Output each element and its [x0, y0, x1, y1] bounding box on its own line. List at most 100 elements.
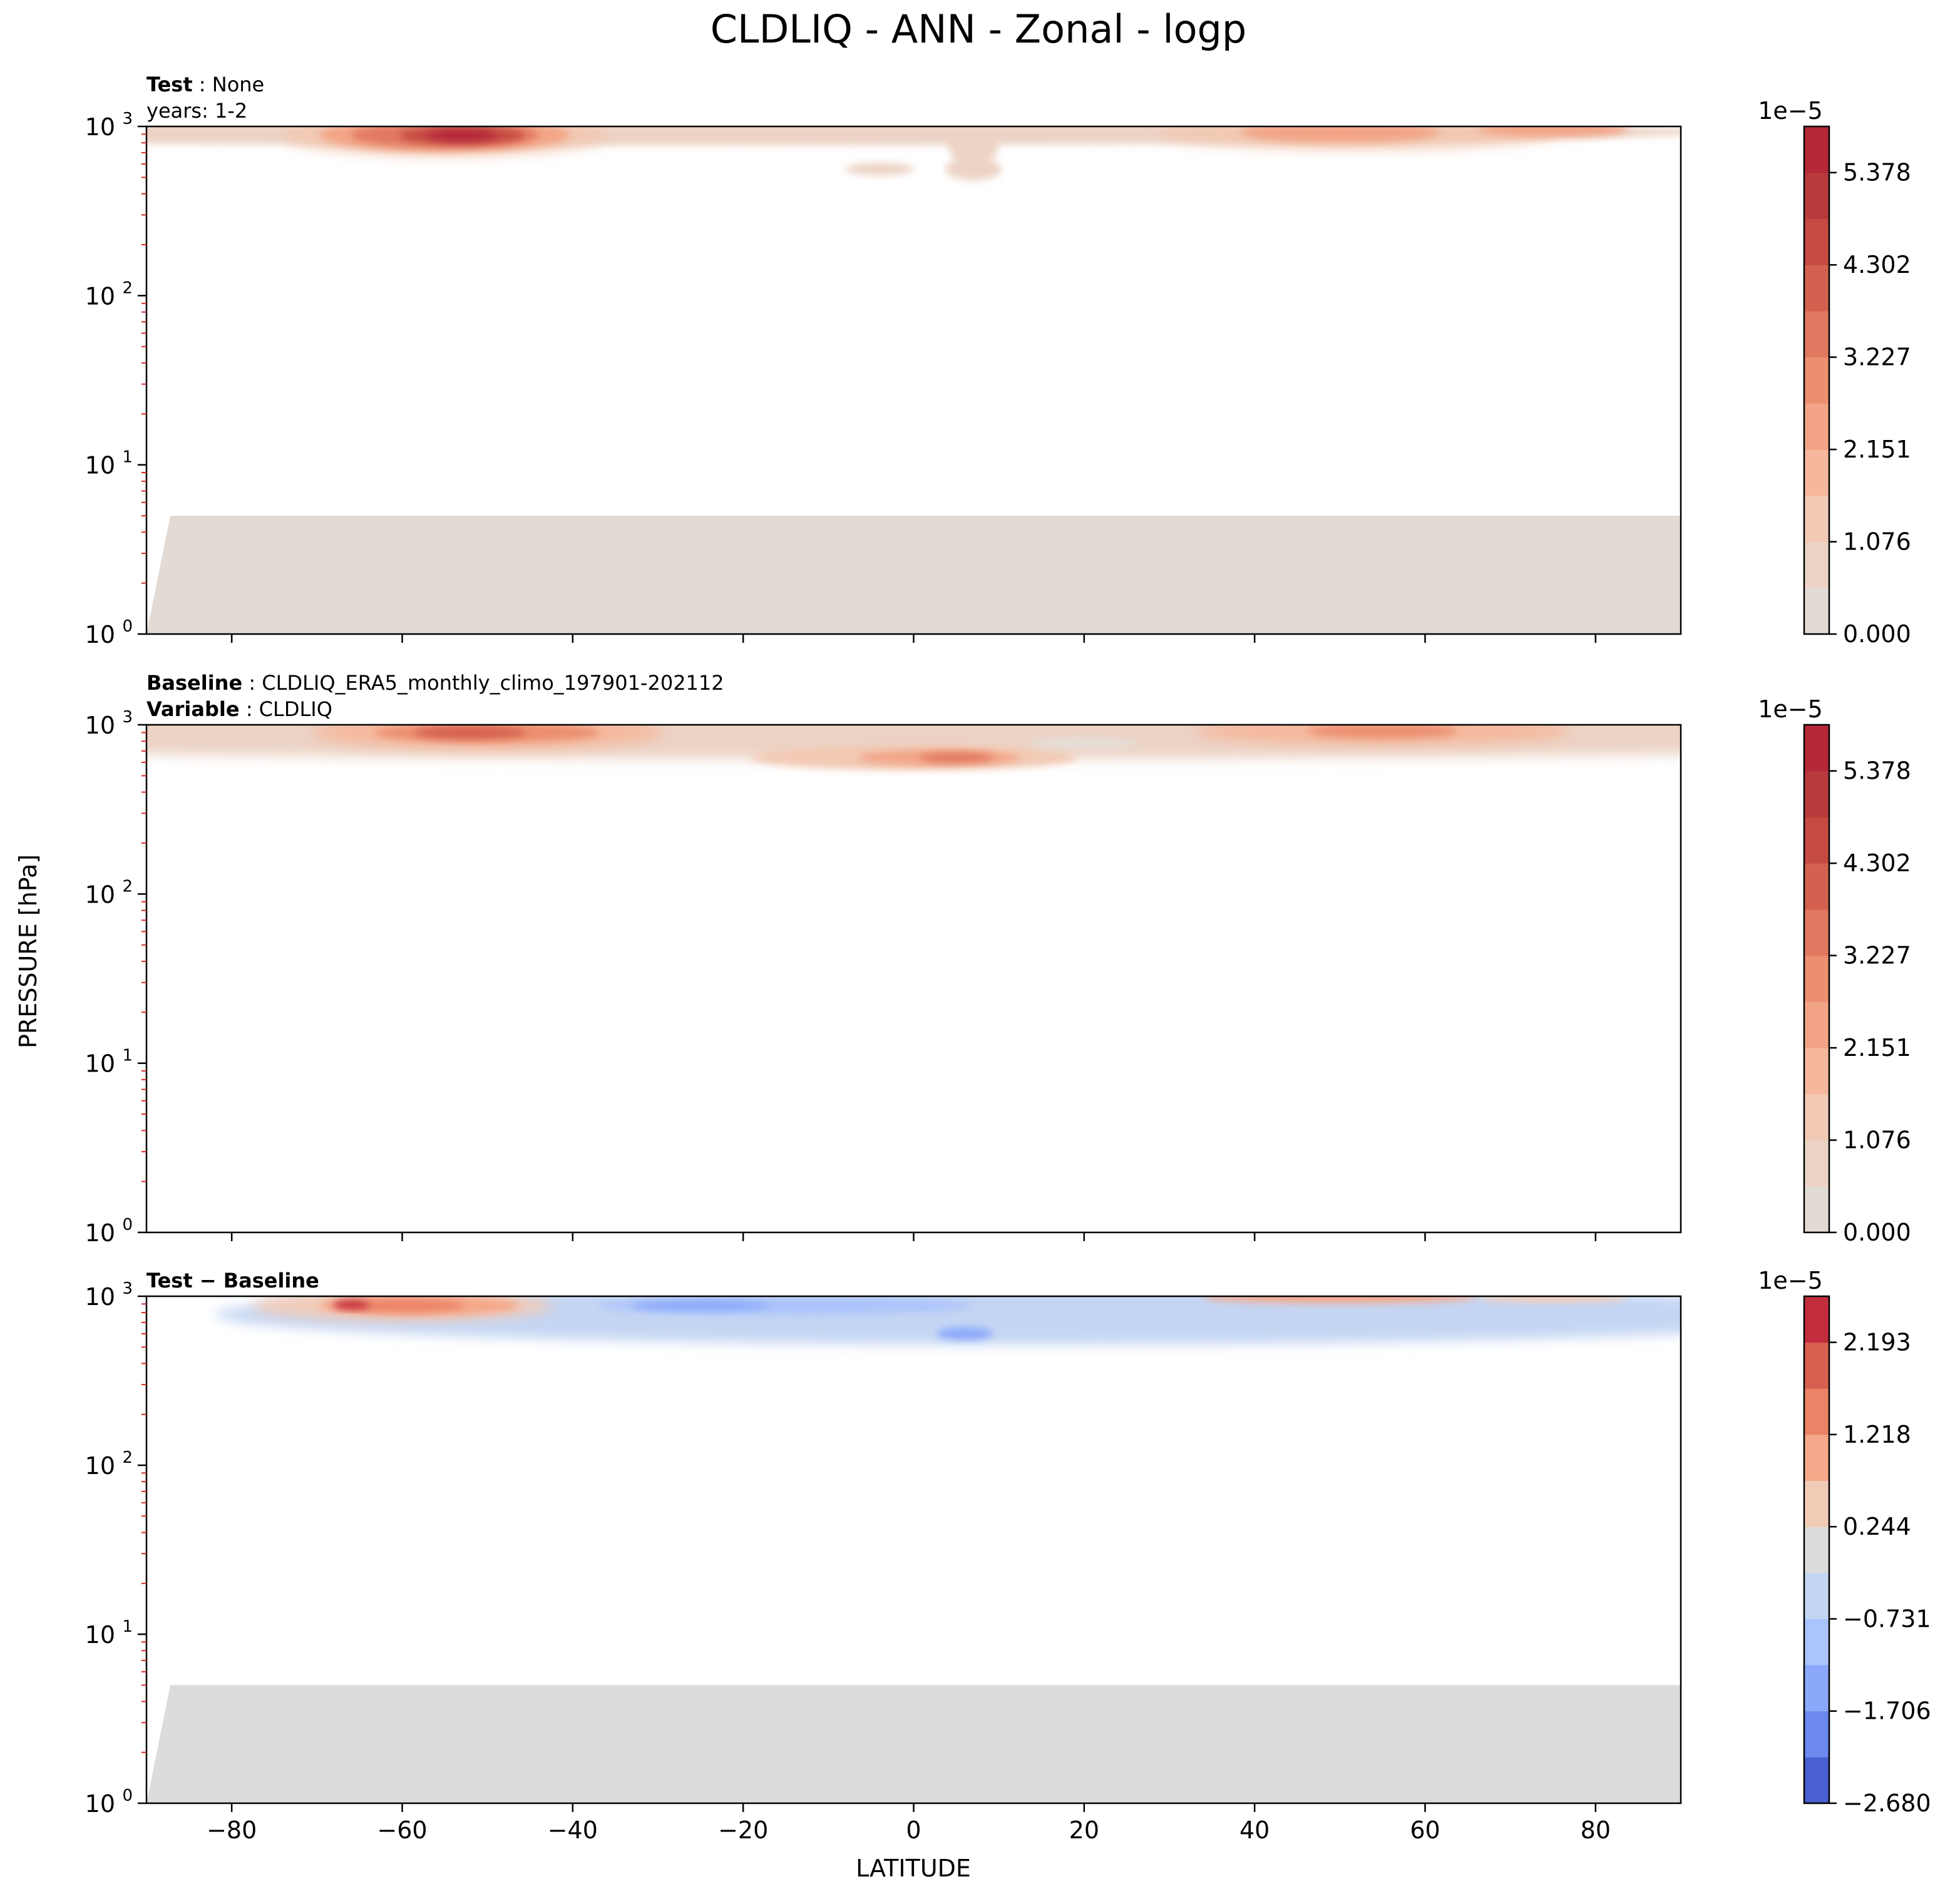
colorbar-segment [1804, 1093, 1829, 1141]
y-tick-label: 10 1 [85, 1617, 133, 1649]
contour-shapes [146, 1296, 1681, 1803]
colorbar-segment [1804, 1140, 1829, 1187]
colorbar-segment [1804, 172, 1829, 219]
colorbar: 0.000 1.076 2.151 3.227 4.302 5.378 1e−5 [1758, 695, 1911, 1246]
colorbar-tick-label: −1.706 [1843, 1697, 1931, 1725]
colorbar-segment [1804, 449, 1829, 496]
y-minor-ticks [141, 732, 146, 1182]
colorbar-tick-label: 2.151 [1843, 436, 1911, 463]
x-axis-label: LATITUDE [856, 1855, 971, 1882]
colorbar-segment [1804, 310, 1829, 358]
colorbar-segment [1804, 909, 1829, 956]
x-tick-label: −20 [718, 1816, 768, 1844]
colorbar-tick-label: 0.000 [1843, 620, 1911, 648]
x-tick-label: 40 [1239, 1816, 1270, 1844]
colorbar-offset: 1e−5 [1758, 695, 1823, 723]
colorbar-segment [1804, 403, 1829, 450]
colorbar-segment [1804, 541, 1829, 588]
y-tick-label: 10 1 [85, 448, 133, 479]
contour-shapes [146, 126, 1681, 634]
y-tick-label: 10 0 [85, 1216, 133, 1247]
colorbar-tick-label: 3.227 [1843, 942, 1911, 970]
x-tick-label: 20 [1069, 1816, 1099, 1844]
colorbar-tick-label: 4.302 [1843, 251, 1911, 279]
colorbar-tick-label: 1.076 [1843, 1127, 1911, 1154]
x-tick-label: 80 [1581, 1816, 1611, 1844]
field-background [146, 516, 1681, 634]
below-ground-mask [146, 126, 249, 634]
colorbar-segment [1804, 1711, 1829, 1758]
contour-shapes [146, 725, 1681, 770]
colorbar-segment [1804, 770, 1829, 817]
y-tick-label: 10 2 [85, 279, 133, 310]
colorbar-segment [1804, 1572, 1829, 1619]
figure-title: CLDLIQ - ANN - Zonal - logp [711, 6, 1247, 52]
contour-field [146, 1296, 1681, 1803]
colorbar-tick-label: 0.244 [1843, 1513, 1911, 1540]
colorbar-segment [1804, 1527, 1829, 1574]
colorbar-segment [1804, 126, 1829, 173]
axes-frame [145, 724, 1682, 1234]
colorbar-segment [1804, 357, 1829, 404]
y-minor-ticks [141, 1303, 146, 1753]
panel-annotation: Baseline : CLDLIQ_ERA5_monthly_climo_197… [146, 671, 724, 695]
colorbar-segment [1804, 863, 1829, 910]
colorbar: 0.000 1.076 2.151 3.227 4.302 5.378 1e−5 [1758, 97, 1911, 648]
colorbar: −2.680 −1.706 −0.731 0.244 1.218 2.193 1e−5 [1758, 1267, 1931, 1817]
colorbar-segment [1804, 1001, 1829, 1048]
colorbar-segment [1804, 1665, 1829, 1712]
below-ground-mask [146, 1296, 249, 1803]
panel-annotation: Variable : CLDLIQ [146, 697, 332, 721]
y-tick-label: 10 2 [85, 1448, 133, 1480]
x-tick-label: −40 [548, 1816, 598, 1844]
contour-field [146, 126, 1681, 634]
colorbar-segment [1804, 955, 1829, 1002]
colorbar-tick-label: 5.378 [1843, 159, 1911, 187]
colorbar-segment [1804, 1480, 1829, 1527]
y-tick-label: 10 3 [85, 708, 133, 739]
colorbar-segment [1804, 588, 1829, 635]
colorbar-tick-label: 4.302 [1843, 849, 1911, 877]
colorbar-segment [1804, 1388, 1829, 1435]
y-axis-label: PRESSURE [hPa] [14, 854, 42, 1048]
colorbar-tick-label: 5.378 [1843, 757, 1911, 785]
colorbar-segment [1804, 1619, 1829, 1666]
y-tick-label: 10 3 [85, 110, 133, 141]
colorbar-segment [1804, 218, 1829, 265]
colorbar-tick-label: 0.000 [1843, 1219, 1911, 1246]
y-tick-label: 10 0 [85, 617, 133, 648]
colorbar-offset: 1e−5 [1758, 1267, 1823, 1294]
y-tick-label: 10 3 [85, 1279, 133, 1311]
colorbar-segment [1804, 1186, 1829, 1233]
colorbar-tick-label: −2.680 [1843, 1789, 1931, 1817]
x-tick-label: 0 [906, 1816, 921, 1844]
colorbar-segment [1804, 1296, 1829, 1343]
colorbar-tick-label: 3.227 [1843, 344, 1911, 371]
colorbar-tick-label: 1.218 [1843, 1421, 1911, 1448]
x-tick-label: −60 [377, 1816, 427, 1844]
colorbar-tick-label: 2.151 [1843, 1034, 1911, 1062]
contour-field [146, 725, 1681, 770]
panel-annotation: Test : None [146, 73, 264, 96]
colorbar-segment [1804, 265, 1829, 312]
y-minor-ticks [141, 133, 146, 584]
colorbar-segment [1804, 495, 1829, 543]
field-background [146, 1685, 1681, 1803]
colorbar-segment [1804, 1048, 1829, 1095]
y-tick-label: 10 0 [85, 1786, 133, 1818]
colorbar-segment [1804, 1342, 1829, 1389]
colorbar-segment [1804, 1434, 1829, 1482]
panel-annotation: Test − Baseline [146, 1269, 319, 1292]
x-tick-label: 60 [1410, 1816, 1440, 1844]
colorbar-offset: 1e−5 [1758, 97, 1823, 125]
colorbar-tick-label: −0.731 [1843, 1605, 1931, 1632]
y-tick-label: 10 2 [85, 877, 133, 908]
y-tick-label: 10 1 [85, 1047, 133, 1078]
colorbar-segment [1804, 1757, 1829, 1804]
colorbar-tick-label: 1.076 [1843, 528, 1911, 556]
panel-annotation: years: 1-2 [146, 99, 247, 123]
